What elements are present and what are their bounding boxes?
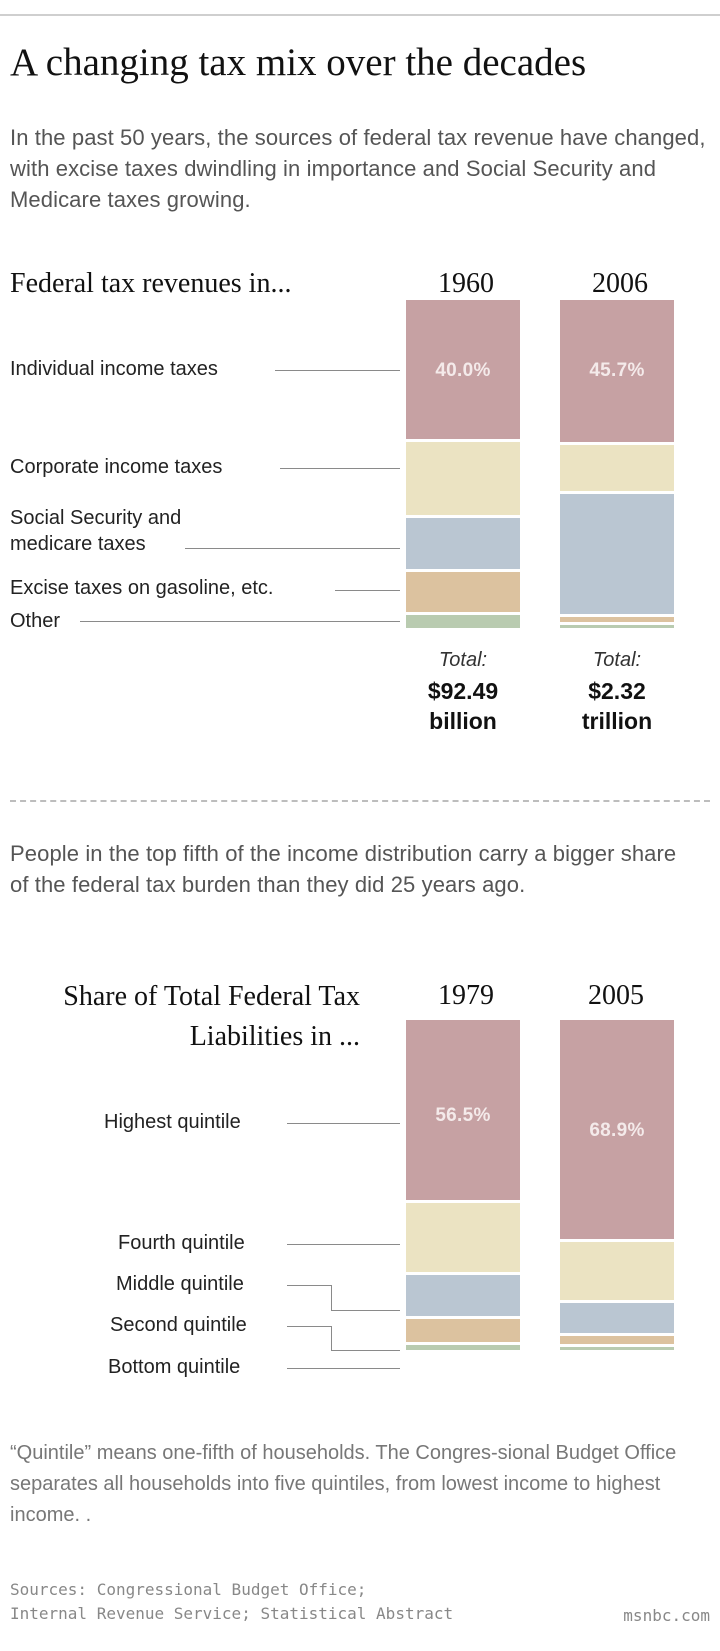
- stacked-bar: 56.5%: [406, 1020, 520, 1350]
- bar-segment: [406, 615, 520, 628]
- bar-segment: [560, 624, 674, 628]
- intro-text: In the past 50 years, the sources of fed…: [10, 125, 706, 212]
- bar-segment: [406, 1319, 520, 1342]
- leader-line: [185, 548, 400, 549]
- leader-line: [331, 1326, 332, 1350]
- page-title: A changing tax mix over the decades: [10, 41, 587, 84]
- bar-segment: [560, 445, 674, 492]
- bar-segment: [560, 494, 674, 615]
- section-intro: People in the top fifth of the income di…: [10, 841, 677, 897]
- credit: msnbc.com: [623, 1606, 710, 1625]
- leader-line: [331, 1350, 400, 1351]
- leader-line: [331, 1310, 400, 1311]
- leader-line: [80, 621, 400, 622]
- year-label: 1960: [438, 268, 494, 299]
- bar-segment: [406, 1202, 520, 1272]
- leader-line: [287, 1123, 400, 1124]
- category-label: Excise taxes on gasoline, etc.: [10, 577, 274, 599]
- category-label: Middle quintile: [116, 1273, 244, 1295]
- total-value: $92.49 billion: [427, 678, 499, 734]
- year-label: 2006: [592, 268, 648, 299]
- sources: Sources: Congressional Budget Office; In…: [10, 1578, 530, 1626]
- category-label: Other: [10, 610, 61, 632]
- bar-segment: 45.7%: [560, 300, 674, 443]
- bar-segment: [560, 1347, 674, 1350]
- bar-segment: [406, 1274, 520, 1316]
- bar-segment: [560, 617, 674, 622]
- sources-line: Sources: Congressional Budget Office;: [10, 1580, 367, 1599]
- bar-segment: [406, 571, 520, 613]
- year-label: 2005: [588, 980, 644, 1011]
- stacked-bar: 40.0%: [406, 300, 520, 628]
- leader-line: [335, 590, 400, 591]
- leader-line: [287, 1326, 331, 1327]
- bar-segment: [560, 1303, 674, 1334]
- bar-segment: 40.0%: [406, 300, 520, 440]
- leader-line: [331, 1285, 332, 1310]
- data-label: 56.5%: [435, 1105, 491, 1126]
- stacked-bar: 45.7%: [560, 300, 674, 628]
- category-label: Social Security and medicare taxes: [10, 507, 182, 555]
- bar-segment: [560, 1242, 674, 1301]
- data-label: 45.7%: [589, 360, 645, 381]
- category-label: Second quintile: [110, 1314, 247, 1336]
- category-label: Highest quintile: [104, 1111, 241, 1133]
- total-value: $2.32 trillion: [581, 678, 653, 734]
- bar-segment: 56.5%: [406, 1020, 520, 1200]
- bar-segment: [406, 442, 520, 516]
- data-label: 68.9%: [589, 1120, 645, 1141]
- stacked-bar: 68.9%: [560, 1020, 674, 1350]
- total-label: Total:: [438, 649, 488, 671]
- section-divider: [10, 800, 710, 802]
- category-label: Bottom quintile: [108, 1356, 241, 1378]
- top-rule: [0, 14, 720, 16]
- leader-line: [280, 468, 400, 469]
- category-label: Individual income taxes: [10, 358, 218, 380]
- leader-line: [287, 1244, 400, 1245]
- category-label: Corporate income taxes: [10, 456, 223, 478]
- category-label: Fourth quintile: [118, 1232, 245, 1254]
- footnote: “Quintile” means one-fifth of households…: [10, 1442, 677, 1526]
- leader-line: [287, 1368, 400, 1369]
- leader-line: [287, 1285, 331, 1286]
- bar-segment: [406, 518, 520, 569]
- data-label: 40.0%: [435, 360, 491, 381]
- bar-segment: 68.9%: [560, 1020, 674, 1240]
- bar-segment: [560, 1336, 674, 1345]
- year-label: 1979: [438, 980, 494, 1011]
- sources-line: Internal Revenue Service; Statistical Ab…: [10, 1604, 454, 1623]
- chart-title: Share of Total Federal Tax Liabilities i…: [63, 981, 360, 1052]
- bar-segment: [406, 1344, 520, 1350]
- chart-title: Federal tax revenues in...: [10, 268, 292, 299]
- leader-line: [275, 370, 400, 371]
- total-label: Total:: [592, 649, 642, 671]
